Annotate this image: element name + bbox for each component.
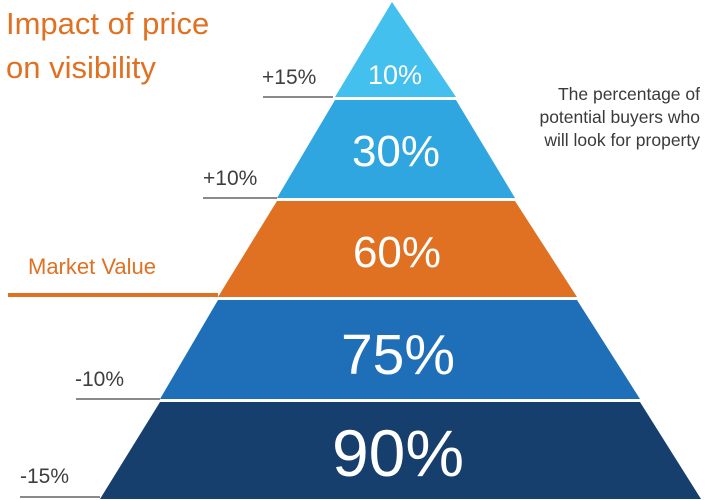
title-line-2: on visibility [6,50,156,85]
tier-5-shape [100,402,701,499]
note-line-2: potential buyers who [539,107,700,127]
title-line-1: Impact of price [6,6,210,41]
price-change-plus15: +15% [262,66,317,89]
tier-1-value: 10% [368,60,422,90]
tier-2-shape [277,100,515,198]
tier-4-value: 75% [341,323,455,387]
explanation-note: The percentage of potential buyers who w… [470,83,700,152]
tier-3-value: 60% [353,228,441,277]
price-change-plus10: +10% [203,167,258,190]
market-value-label: Market Value [28,254,156,279]
note-line-3: will look for property [544,130,700,150]
tier-1-shape [335,2,456,97]
tier-4-shape [160,300,640,399]
price-change-minus10: -10% [75,368,125,391]
tier-2-value: 30% [352,127,440,176]
tier-5-value: 90% [332,416,464,490]
note-line-1: The percentage of [557,84,700,104]
page-title: Impact of price on visibility [6,2,306,90]
tier-3-shape [218,201,577,297]
price-change-minus15: -15% [20,465,70,488]
